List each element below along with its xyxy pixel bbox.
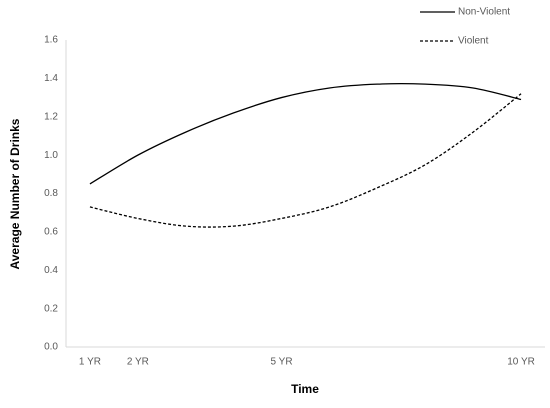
x-axis-title: Time	[291, 382, 319, 396]
series-line	[89, 93, 522, 228]
y-tick-label: 0.6	[44, 227, 58, 238]
legend-label: Violent	[458, 36, 489, 47]
x-tick-label: 5 YR	[271, 357, 293, 368]
x-tick-label: 1 YR	[79, 357, 101, 368]
x-tick-label: 10 YR	[507, 357, 535, 368]
y-tick-label: 1.0	[44, 150, 58, 161]
y-axis-title: Average Number of Drinks	[8, 118, 22, 269]
y-tick-label: 0.0	[44, 342, 58, 353]
x-tick-label: 2 YR	[127, 357, 149, 368]
legend-label: Non-Violent	[458, 7, 510, 18]
series-line	[89, 83, 522, 185]
y-tick-label: 1.6	[44, 35, 58, 46]
y-tick-label: 1.2	[44, 111, 58, 122]
y-tick-label: 0.8	[44, 188, 58, 199]
y-tick-label: 0.4	[44, 265, 58, 276]
y-tick-label: 1.4	[44, 73, 58, 84]
y-tick-label: 0.2	[44, 303, 58, 314]
